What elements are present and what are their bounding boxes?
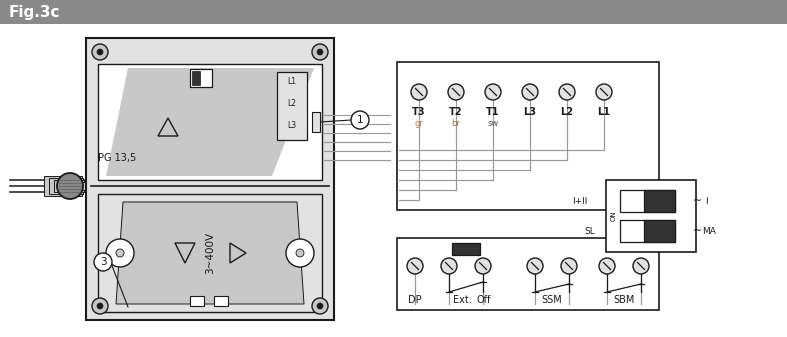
Text: Ext.: Ext.: [453, 295, 471, 305]
Text: Fig.3c: Fig.3c: [9, 4, 61, 20]
Circle shape: [633, 258, 649, 274]
Polygon shape: [116, 202, 304, 304]
Text: T2: T2: [449, 107, 463, 117]
Circle shape: [596, 84, 612, 100]
Text: L3: L3: [287, 122, 297, 130]
Text: SL: SL: [585, 226, 596, 236]
Circle shape: [561, 258, 577, 274]
Bar: [190, 296, 204, 306]
Circle shape: [286, 239, 314, 267]
Text: L2: L2: [560, 107, 574, 117]
Circle shape: [599, 258, 615, 274]
Circle shape: [92, 44, 108, 60]
Text: I+II: I+II: [572, 196, 588, 206]
Bar: [0, 0, 787, 24]
Circle shape: [97, 49, 103, 55]
Circle shape: [116, 249, 124, 257]
Circle shape: [296, 249, 304, 257]
Text: ~: ~: [693, 196, 703, 206]
Text: SSM: SSM: [541, 295, 563, 305]
Text: 3~400V: 3~400V: [205, 232, 215, 274]
Bar: [620, 190, 675, 212]
Bar: [192, 71, 200, 85]
Circle shape: [522, 84, 538, 100]
Circle shape: [92, 298, 108, 314]
Circle shape: [317, 303, 323, 309]
Circle shape: [97, 303, 103, 309]
Circle shape: [57, 173, 83, 199]
Bar: [54, 180, 84, 192]
Text: sw: sw: [487, 120, 499, 128]
Text: L1: L1: [287, 78, 297, 87]
Circle shape: [317, 49, 323, 55]
Bar: [312, 112, 320, 132]
Bar: [214, 296, 228, 306]
Bar: [606, 180, 696, 252]
Circle shape: [441, 258, 457, 274]
Text: Off: Off: [477, 295, 491, 305]
Text: ~: ~: [693, 226, 703, 236]
Bar: [86, 38, 334, 320]
Bar: [59, 182, 85, 190]
Text: PG 13,5: PG 13,5: [98, 153, 136, 163]
Text: gr: gr: [415, 120, 423, 128]
Circle shape: [106, 239, 134, 267]
Circle shape: [351, 111, 369, 129]
Circle shape: [94, 253, 112, 271]
Bar: [644, 190, 675, 212]
Circle shape: [485, 84, 501, 100]
Bar: [397, 238, 659, 310]
Bar: [49, 178, 83, 194]
Circle shape: [559, 84, 575, 100]
Bar: [190, 69, 212, 87]
Circle shape: [312, 298, 328, 314]
Text: ON: ON: [611, 211, 617, 221]
Circle shape: [527, 258, 543, 274]
Bar: [397, 62, 659, 210]
Text: –: –: [688, 226, 693, 236]
Circle shape: [475, 258, 491, 274]
Text: –: –: [688, 196, 693, 206]
Bar: [620, 220, 675, 242]
Text: I: I: [704, 196, 708, 206]
Circle shape: [411, 84, 427, 100]
Bar: [452, 243, 480, 255]
Text: L2: L2: [287, 99, 297, 109]
Bar: [44, 176, 82, 196]
Text: MA: MA: [702, 226, 716, 236]
Text: T3: T3: [412, 107, 426, 117]
Polygon shape: [106, 68, 314, 176]
Text: DP: DP: [408, 295, 422, 305]
Text: L1: L1: [597, 107, 611, 117]
Circle shape: [407, 258, 423, 274]
Bar: [644, 220, 675, 242]
Text: 3: 3: [100, 257, 106, 267]
Text: 1: 1: [357, 115, 364, 125]
Text: SBM: SBM: [613, 295, 634, 305]
Bar: [98, 194, 322, 312]
Bar: [98, 64, 322, 180]
Text: L3: L3: [523, 107, 537, 117]
Text: br: br: [452, 120, 460, 128]
Circle shape: [312, 44, 328, 60]
Circle shape: [448, 84, 464, 100]
Bar: [277, 72, 307, 140]
Text: T1: T1: [486, 107, 500, 117]
